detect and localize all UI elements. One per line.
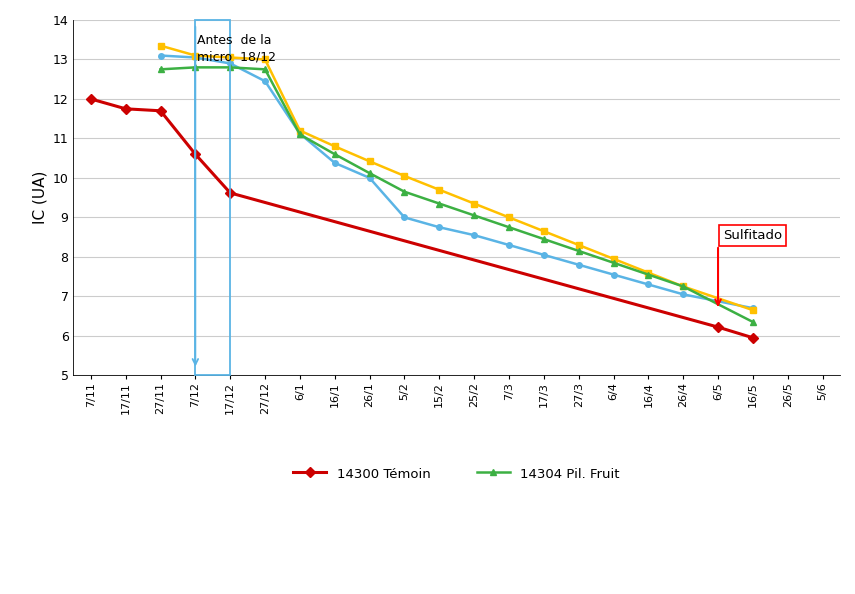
Text: Sulfitado: Sulfitado <box>723 229 782 242</box>
Text: Antes  de la
micro  18/12: Antes de la micro 18/12 <box>198 34 276 64</box>
Legend: 14300 Témoin, 14304 Pil. Fruit: 14300 Témoin, 14304 Pil. Fruit <box>288 462 625 486</box>
Y-axis label: IC (UA): IC (UA) <box>32 171 47 225</box>
Bar <box>195 20 230 375</box>
